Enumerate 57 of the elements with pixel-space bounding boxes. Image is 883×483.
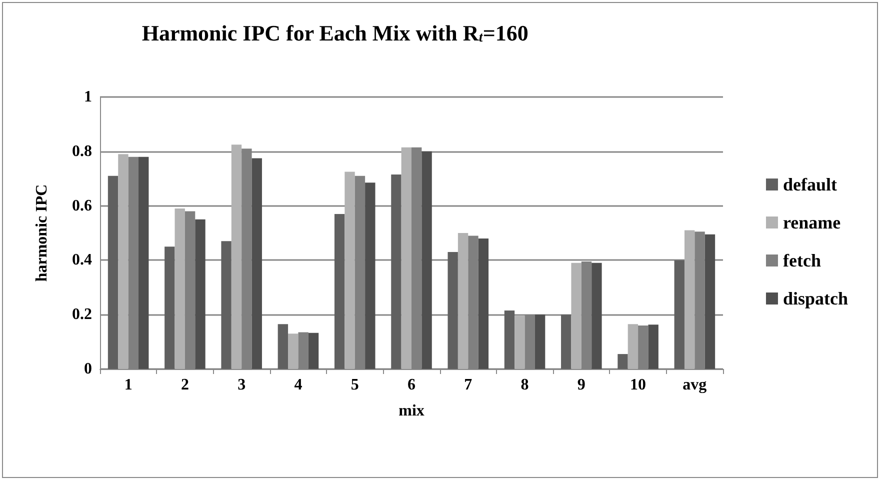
- legend-label: rename: [782, 212, 841, 232]
- bar: [571, 262, 582, 369]
- x-tick-label: 8: [520, 376, 529, 394]
- x-tick-label: 10: [630, 376, 646, 394]
- bar: [118, 154, 128, 369]
- x-tick-label: 9: [577, 376, 586, 394]
- x-tick-label: 6: [408, 376, 416, 394]
- bar: [504, 310, 515, 369]
- legend-label: fetch: [782, 250, 821, 270]
- bar: [174, 208, 185, 369]
- bar: [674, 260, 684, 369]
- bar: [138, 156, 149, 369]
- bar: [648, 324, 658, 369]
- bar: [514, 316, 525, 369]
- bar: [391, 174, 402, 369]
- y-tick-label: 0.6: [72, 197, 92, 214]
- y-tick-label: 0.2: [72, 306, 92, 324]
- bar: [628, 324, 638, 369]
- bar: [231, 144, 242, 369]
- x-tick-label: avg: [682, 376, 707, 394]
- y-axis-title: harmonic IPC: [34, 184, 50, 282]
- legend-label: default: [782, 174, 837, 194]
- bar: [252, 158, 262, 369]
- bar: [195, 219, 206, 369]
- bar: [288, 334, 298, 369]
- bar: [365, 182, 376, 369]
- y-tick-label: 0.4: [72, 252, 92, 269]
- x-tick-label: 3: [238, 376, 246, 394]
- bar: [164, 246, 175, 369]
- bar: [422, 151, 432, 369]
- x-tick-label: 4: [294, 376, 302, 394]
- bar: [108, 176, 118, 369]
- bar: [561, 314, 572, 369]
- bar: [592, 262, 602, 369]
- y-tick-label: 1: [84, 88, 92, 106]
- y-tick-label: 0: [84, 360, 92, 378]
- bar: [308, 332, 319, 369]
- chart-title: Harmonic IPC for Each Mix with Rt=160: [142, 20, 528, 46]
- bar: [344, 172, 355, 369]
- bar: [458, 233, 468, 369]
- x-tick-label: 7: [464, 376, 472, 394]
- legend-label: dispatch: [782, 288, 848, 308]
- bar: [618, 354, 628, 369]
- x-axis-title: mix: [398, 402, 424, 420]
- bar: [221, 241, 232, 369]
- bar: [684, 230, 695, 369]
- bar: [448, 252, 458, 369]
- bar: [401, 147, 412, 369]
- bar: [478, 238, 489, 369]
- y-tick-label: 0.8: [72, 142, 92, 160]
- bar: [704, 234, 716, 369]
- x-tick-label: 5: [350, 376, 359, 394]
- bar: [534, 314, 546, 369]
- bar: [278, 324, 288, 369]
- x-tick-label: 2: [180, 376, 189, 394]
- x-tick-label: 1: [124, 376, 132, 394]
- bar: [334, 214, 345, 369]
